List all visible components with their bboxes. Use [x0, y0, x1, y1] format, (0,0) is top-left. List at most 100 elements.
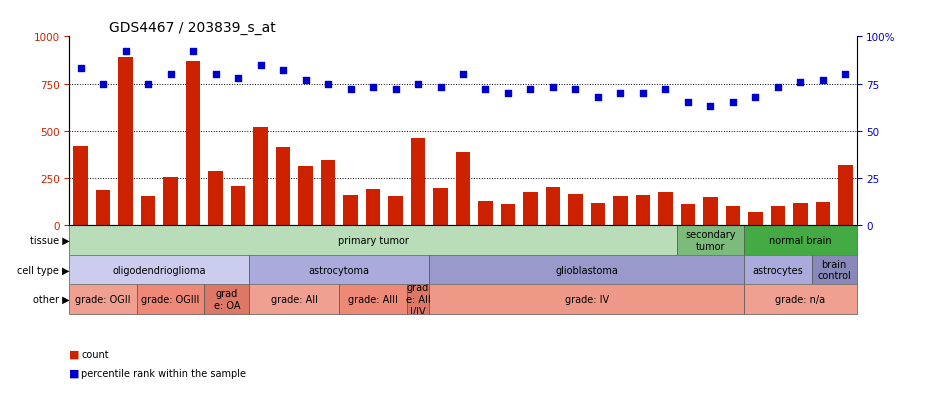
Bar: [407, 285, 430, 314]
Point: [703, 104, 718, 110]
Point: [816, 77, 831, 84]
Text: cell type ▶: cell type ▶: [17, 265, 69, 275]
Text: secondary
tumor: secondary tumor: [685, 230, 735, 251]
Bar: [69, 255, 249, 285]
Point: [591, 94, 606, 101]
Point: [298, 77, 313, 84]
Point: [523, 87, 538, 93]
Point: [410, 81, 425, 88]
Text: oligodendrioglioma: oligodendrioglioma: [113, 265, 206, 275]
Point: [73, 66, 88, 73]
Point: [186, 49, 201, 56]
Text: GDS4467 / 203839_s_at: GDS4467 / 203839_s_at: [109, 21, 276, 35]
Text: tissue ▶: tissue ▶: [30, 235, 69, 245]
Bar: [816, 202, 830, 226]
Bar: [69, 226, 677, 255]
Bar: [591, 203, 606, 226]
Bar: [748, 213, 763, 226]
Bar: [344, 196, 357, 226]
Bar: [430, 285, 745, 314]
Point: [141, 81, 156, 88]
Text: grade: n/a: grade: n/a: [775, 294, 825, 304]
Bar: [838, 166, 853, 226]
Bar: [96, 191, 110, 226]
Point: [681, 100, 695, 107]
Bar: [366, 189, 381, 226]
Bar: [433, 188, 448, 226]
Bar: [320, 161, 335, 226]
Bar: [793, 203, 807, 226]
Bar: [726, 207, 740, 226]
Bar: [186, 62, 200, 226]
Point: [320, 81, 335, 88]
Bar: [456, 152, 470, 226]
Bar: [249, 255, 430, 285]
Point: [770, 85, 785, 91]
Point: [456, 71, 470, 78]
Bar: [249, 285, 339, 314]
Bar: [208, 171, 223, 226]
Point: [838, 71, 853, 78]
Point: [568, 87, 582, 93]
Point: [253, 62, 268, 69]
Point: [613, 90, 628, 97]
Text: grade: IV: grade: IV: [565, 294, 608, 304]
Bar: [205, 285, 249, 314]
Text: grade: OGII: grade: OGII: [75, 294, 131, 304]
Bar: [677, 226, 745, 255]
Point: [635, 90, 650, 97]
Bar: [254, 128, 268, 226]
Text: count: count: [81, 349, 109, 359]
Bar: [501, 204, 515, 226]
Text: grade: OGIII: grade: OGIII: [142, 294, 200, 304]
Bar: [569, 195, 582, 226]
Bar: [119, 58, 133, 226]
Point: [658, 87, 673, 93]
Point: [231, 76, 245, 82]
Text: percentile rank within the sample: percentile rank within the sample: [81, 368, 246, 378]
Point: [366, 85, 381, 91]
Point: [208, 71, 223, 78]
Text: astrocytes: astrocytes: [753, 265, 803, 275]
Point: [276, 68, 291, 74]
Bar: [545, 187, 560, 226]
Point: [344, 87, 358, 93]
Bar: [811, 255, 857, 285]
Text: ■: ■: [69, 368, 80, 378]
Bar: [339, 285, 407, 314]
Bar: [276, 147, 291, 226]
Bar: [523, 193, 538, 226]
Bar: [658, 193, 672, 226]
Text: astrocytoma: astrocytoma: [308, 265, 369, 275]
Text: brain
control: brain control: [817, 259, 851, 280]
Point: [95, 81, 110, 88]
Bar: [388, 197, 403, 226]
Text: glioblastoma: glioblastoma: [556, 265, 619, 275]
Bar: [411, 139, 425, 226]
Point: [163, 71, 178, 78]
Bar: [430, 255, 745, 285]
Text: normal brain: normal brain: [769, 235, 832, 245]
Bar: [478, 201, 493, 226]
Text: grad
e: AII
I/IV: grad e: AII I/IV: [406, 282, 431, 316]
Point: [725, 100, 740, 107]
Point: [119, 49, 133, 56]
Text: grad
e: OA: grad e: OA: [214, 288, 240, 310]
Bar: [163, 178, 178, 226]
Bar: [137, 285, 205, 314]
Point: [478, 87, 493, 93]
Bar: [231, 186, 245, 226]
Point: [501, 90, 516, 97]
Bar: [298, 166, 313, 226]
Bar: [69, 285, 137, 314]
Point: [545, 85, 560, 91]
Text: grade: AII: grade: AII: [270, 294, 318, 304]
Text: primary tumor: primary tumor: [338, 235, 408, 245]
Bar: [703, 197, 718, 226]
Point: [793, 79, 807, 86]
Text: ■: ■: [69, 349, 80, 359]
Point: [388, 87, 403, 93]
Bar: [745, 255, 811, 285]
Bar: [141, 197, 156, 226]
Bar: [770, 206, 785, 226]
